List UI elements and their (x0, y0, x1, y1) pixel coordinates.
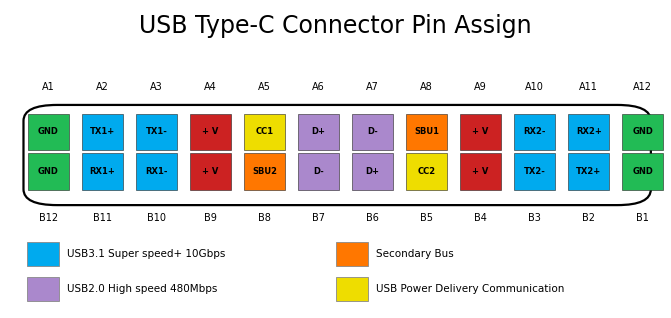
Text: + V: + V (202, 167, 219, 176)
FancyBboxPatch shape (136, 153, 177, 190)
FancyBboxPatch shape (23, 105, 651, 205)
FancyBboxPatch shape (136, 114, 177, 150)
Text: SBU1: SBU1 (414, 128, 439, 136)
FancyBboxPatch shape (514, 153, 555, 190)
Text: D-: D- (313, 167, 324, 176)
Text: B1: B1 (636, 213, 650, 223)
Text: D-: D- (367, 128, 378, 136)
Text: A11: A11 (579, 82, 599, 93)
Text: B6: B6 (366, 213, 379, 223)
Text: GND: GND (632, 167, 654, 176)
Text: USB Type-C Connector Pin Assign: USB Type-C Connector Pin Assign (139, 14, 532, 38)
FancyBboxPatch shape (623, 114, 663, 150)
Text: RX2+: RX2+ (576, 128, 602, 136)
Text: A4: A4 (204, 82, 217, 93)
Text: A9: A9 (474, 82, 487, 93)
Text: CC1: CC1 (256, 128, 274, 136)
Text: RX1-: RX1- (145, 167, 168, 176)
Text: B5: B5 (420, 213, 433, 223)
FancyBboxPatch shape (298, 153, 339, 190)
FancyBboxPatch shape (298, 114, 339, 150)
Text: B9: B9 (204, 213, 217, 223)
Text: RX2-: RX2- (523, 128, 546, 136)
Text: A7: A7 (366, 82, 379, 93)
FancyBboxPatch shape (244, 114, 285, 150)
Text: USB3.1 Super speed+ 10Gbps: USB3.1 Super speed+ 10Gbps (67, 249, 225, 259)
Text: B4: B4 (474, 213, 487, 223)
FancyBboxPatch shape (190, 153, 231, 190)
FancyBboxPatch shape (460, 153, 501, 190)
Text: B11: B11 (93, 213, 112, 223)
Text: TX1-: TX1- (146, 128, 167, 136)
Text: D+: D+ (311, 128, 325, 136)
FancyBboxPatch shape (28, 114, 68, 150)
FancyBboxPatch shape (460, 114, 501, 150)
FancyBboxPatch shape (27, 242, 59, 266)
Text: GND: GND (38, 167, 59, 176)
Text: A8: A8 (420, 82, 433, 93)
FancyBboxPatch shape (352, 153, 393, 190)
FancyBboxPatch shape (82, 153, 123, 190)
FancyBboxPatch shape (568, 114, 609, 150)
FancyBboxPatch shape (514, 114, 555, 150)
Text: A1: A1 (42, 82, 55, 93)
Text: B7: B7 (312, 213, 325, 223)
Text: SBU2: SBU2 (252, 167, 277, 176)
FancyBboxPatch shape (336, 277, 368, 301)
Text: TX1+: TX1+ (90, 128, 115, 136)
Text: GND: GND (632, 128, 654, 136)
FancyBboxPatch shape (336, 242, 368, 266)
Text: B12: B12 (39, 213, 58, 223)
FancyBboxPatch shape (28, 153, 68, 190)
Text: B3: B3 (528, 213, 541, 223)
Text: B8: B8 (258, 213, 271, 223)
Text: A12: A12 (633, 82, 652, 93)
Text: CC2: CC2 (417, 167, 435, 176)
Text: A2: A2 (96, 82, 109, 93)
Text: A6: A6 (312, 82, 325, 93)
FancyBboxPatch shape (406, 153, 447, 190)
Text: + V: + V (472, 128, 489, 136)
Text: RX1+: RX1+ (89, 167, 115, 176)
FancyBboxPatch shape (623, 153, 663, 190)
FancyBboxPatch shape (190, 114, 231, 150)
FancyBboxPatch shape (27, 277, 59, 301)
FancyBboxPatch shape (568, 153, 609, 190)
Text: B10: B10 (147, 213, 166, 223)
Text: A10: A10 (525, 82, 544, 93)
Text: TX2+: TX2+ (576, 167, 601, 176)
Text: A5: A5 (258, 82, 271, 93)
Text: USB Power Delivery Communication: USB Power Delivery Communication (376, 284, 564, 294)
Text: Secondary Bus: Secondary Bus (376, 249, 454, 259)
Text: D+: D+ (366, 167, 380, 176)
Text: GND: GND (38, 128, 59, 136)
Text: A3: A3 (150, 82, 163, 93)
Text: + V: + V (472, 167, 489, 176)
Text: B2: B2 (582, 213, 595, 223)
FancyBboxPatch shape (244, 153, 285, 190)
FancyBboxPatch shape (352, 114, 393, 150)
FancyBboxPatch shape (406, 114, 447, 150)
Text: TX2-: TX2- (524, 167, 546, 176)
Text: + V: + V (202, 128, 219, 136)
Text: USB2.0 High speed 480Mbps: USB2.0 High speed 480Mbps (67, 284, 217, 294)
FancyBboxPatch shape (82, 114, 123, 150)
